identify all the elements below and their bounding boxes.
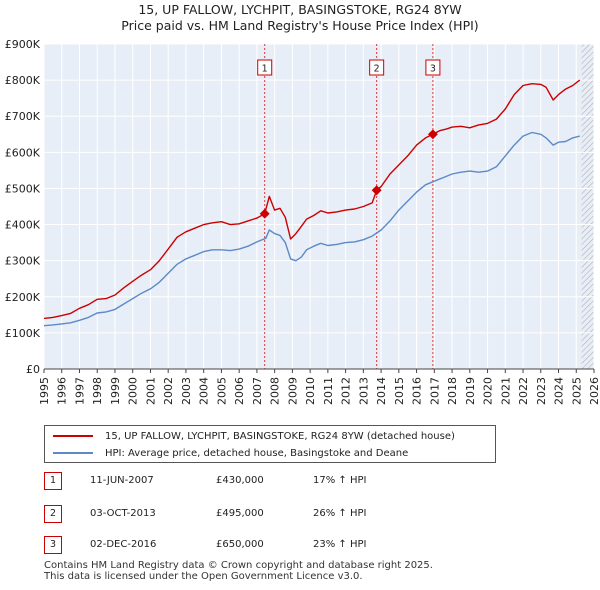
sale-row: 2 03-OCT-2013 £495,000 26% ↑ HPI <box>0 505 600 525</box>
y-tick-label: £300K <box>5 255 41 268</box>
y-tick-label: £600K <box>5 146 41 159</box>
x-tick-label: 2024 <box>553 377 566 405</box>
x-tick-label: 2011 <box>322 377 335 405</box>
x-tick-label: 2022 <box>517 377 530 405</box>
sale-date: 02-DEC-2016 <box>90 539 157 550</box>
sale-hpi-change: 23% ↑ HPI <box>313 539 367 550</box>
sale-marker-label: 1 <box>262 64 268 75</box>
y-tick-label: £400K <box>5 219 41 232</box>
x-tick-label: 2016 <box>411 377 424 405</box>
sale-row: 1 11-JUN-2007 £430,000 17% ↑ HPI <box>0 472 600 492</box>
sale-price: £650,000 <box>216 539 264 550</box>
x-tick-label: 2000 <box>127 377 140 405</box>
x-tick-label: 2023 <box>535 377 548 405</box>
x-tick-label: 2026 <box>588 377 600 405</box>
series-line-hpi <box>43 131 580 327</box>
legend-item-property: 15, UP FALLOW, LYCHPIT, BASINGSTOKE, RG2… <box>53 428 455 444</box>
future-hatch-area <box>581 44 594 369</box>
x-tick-label: 2012 <box>340 377 353 405</box>
y-tick-label: £500K <box>5 182 41 195</box>
footer-line-2: This data is licensed under the Open Gov… <box>44 571 363 582</box>
sale-marker-box <box>425 59 441 76</box>
y-tick-label: £200K <box>5 291 41 304</box>
x-tick-label: 1999 <box>109 377 122 405</box>
sale-price: £495,000 <box>216 508 264 519</box>
sale-marker-box <box>257 59 273 76</box>
x-tick-label: 2025 <box>570 377 583 405</box>
chart-legend: 15, UP FALLOW, LYCHPIT, BASINGSTOKE, RG2… <box>44 425 496 463</box>
y-tick-label: £900K <box>5 38 41 51</box>
x-tick-label: 1998 <box>91 377 104 405</box>
x-tick-label: 2020 <box>482 377 495 405</box>
x-tick-label: 2013 <box>357 377 370 405</box>
x-tick-label: 2008 <box>269 377 282 405</box>
x-tick-label: 2017 <box>428 377 441 405</box>
x-tick-label: 2006 <box>233 377 246 405</box>
sale-hpi-change: 17% ↑ HPI <box>313 475 367 486</box>
x-tick-label: 2004 <box>198 377 211 405</box>
sale-row: 3 02-DEC-2016 £650,000 23% ↑ HPI <box>0 536 600 556</box>
legend-label-property: 15, UP FALLOW, LYCHPIT, BASINGSTOKE, RG2… <box>105 430 455 442</box>
x-tick-label: 2010 <box>304 377 317 405</box>
sale-number-badge: 3 <box>44 536 62 554</box>
x-tick-label: 1996 <box>56 377 69 405</box>
y-tick-label: £100K <box>5 327 41 340</box>
x-tick-label: 2009 <box>286 377 299 405</box>
x-tick-label: 2018 <box>446 377 459 405</box>
x-tick-label: 2014 <box>375 377 388 405</box>
price-chart: £0 £100K £200K £300K £400K £500K £600K £700K £80… <box>5 38 600 405</box>
plot-background <box>44 44 594 369</box>
x-tick-label: 2019 <box>464 377 477 405</box>
x-tick-label: 2005 <box>215 377 228 405</box>
sale-date: 03-OCT-2013 <box>90 508 156 519</box>
sale-number-badge: 1 <box>44 472 62 490</box>
x-tick-label: 2003 <box>180 377 193 405</box>
series-line-property <box>43 79 581 320</box>
footer-line-1: Contains HM Land Registry data © Crown c… <box>44 560 433 571</box>
sale-point <box>371 185 382 196</box>
y-tick-label: £800K <box>5 74 41 87</box>
x-tick-label: 1997 <box>73 377 86 405</box>
sale-number-badge: 2 <box>44 505 62 523</box>
y-tick-label: £0 <box>26 363 40 376</box>
sale-marker-label: 2 <box>374 64 380 75</box>
x-tick-label: 2021 <box>499 377 512 405</box>
x-tick-label: 2007 <box>251 377 264 405</box>
y-tick-label: £700K <box>5 110 41 123</box>
sale-point <box>259 208 270 219</box>
x-tick-label: 1995 <box>38 377 51 405</box>
sale-marker-label: 3 <box>430 64 436 75</box>
sale-marker-box <box>369 59 385 76</box>
chart-subtitle: Price paid vs. HM Land Registry's House … <box>121 18 479 33</box>
legend-swatch-hpi <box>53 452 93 454</box>
sale-price: £430,000 <box>216 475 264 486</box>
sale-hpi-change: 26% ↑ HPI <box>313 508 367 519</box>
chart-title: 15, UP FALLOW, LYCHPIT, BASINGSTOKE, RG2… <box>138 2 462 17</box>
sale-date: 11-JUN-2007 <box>90 475 154 486</box>
footer-attribution: Contains HM Land Registry data © Crown c… <box>44 560 433 582</box>
x-tick-label: 2002 <box>162 377 175 405</box>
legend-item-hpi: HPI: Average price, detached house, Basi… <box>53 445 408 461</box>
sale-point <box>427 129 438 140</box>
x-tick-label: 2001 <box>144 377 157 405</box>
legend-label-hpi: HPI: Average price, detached house, Basi… <box>105 447 409 459</box>
legend-swatch-property <box>53 435 93 437</box>
x-tick-label: 2015 <box>393 377 406 405</box>
